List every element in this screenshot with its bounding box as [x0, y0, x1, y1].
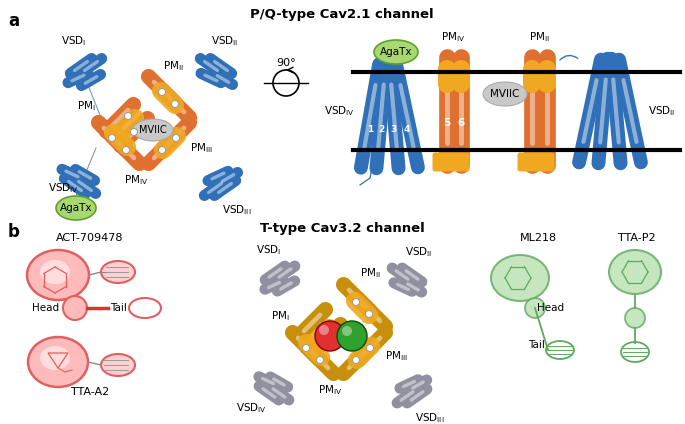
Ellipse shape: [374, 40, 418, 64]
Ellipse shape: [101, 354, 135, 376]
Ellipse shape: [491, 255, 549, 301]
Text: 2: 2: [378, 125, 384, 134]
Ellipse shape: [28, 337, 88, 387]
Text: AgaTx: AgaTx: [379, 47, 412, 57]
Ellipse shape: [609, 250, 661, 294]
FancyBboxPatch shape: [432, 153, 469, 171]
Circle shape: [315, 321, 345, 351]
Text: Tail: Tail: [110, 303, 127, 313]
Text: VSD$_\mathregular{III}$: VSD$_\mathregular{III}$: [415, 411, 445, 424]
Text: T-type Cav3.2 channel: T-type Cav3.2 channel: [260, 222, 425, 235]
Ellipse shape: [40, 260, 70, 284]
Text: PM$_\mathregular{II}$: PM$_\mathregular{II}$: [360, 266, 381, 280]
Text: PM$_\mathregular{IV}$: PM$_\mathregular{IV}$: [124, 173, 148, 187]
Text: VSD$_\mathregular{IV}$: VSD$_\mathregular{IV}$: [236, 401, 267, 415]
Text: PM$_\mathregular{IV}$: PM$_\mathregular{IV}$: [318, 383, 342, 397]
Text: 3: 3: [391, 125, 397, 134]
Text: 1: 1: [367, 125, 373, 134]
Circle shape: [123, 147, 129, 153]
Text: VSD$_\mathregular{II}$: VSD$_\mathregular{II}$: [648, 104, 675, 118]
Circle shape: [525, 298, 545, 318]
Ellipse shape: [129, 298, 161, 318]
Text: b: b: [8, 223, 20, 241]
Circle shape: [173, 134, 179, 142]
Circle shape: [171, 100, 179, 108]
Ellipse shape: [101, 261, 135, 283]
Text: VSD$_\mathregular{III}$: VSD$_\mathregular{III}$: [222, 203, 251, 217]
Text: PM$_\mathregular{III}$: PM$_\mathregular{III}$: [385, 349, 408, 363]
Ellipse shape: [483, 82, 527, 106]
Text: PM$_\mathregular{II}$: PM$_\mathregular{II}$: [163, 59, 184, 73]
Circle shape: [158, 89, 166, 95]
Circle shape: [342, 326, 352, 336]
Text: P/Q-type Cav2.1 channel: P/Q-type Cav2.1 channel: [250, 8, 434, 21]
Circle shape: [625, 308, 645, 328]
Text: VSD$_\mathregular{II}$: VSD$_\mathregular{II}$: [405, 245, 432, 259]
Text: PM$_\mathregular{II}$: PM$_\mathregular{II}$: [529, 30, 549, 44]
Text: Head: Head: [32, 303, 59, 313]
Ellipse shape: [621, 342, 649, 362]
Text: ACT-709478: ACT-709478: [56, 233, 124, 243]
Text: PM$_\mathregular{III}$: PM$_\mathregular{III}$: [190, 141, 213, 155]
Text: VSD$_\mathregular{I}$: VSD$_\mathregular{I}$: [61, 34, 86, 48]
Circle shape: [325, 338, 332, 346]
Text: VSD$_\mathregular{II}$: VSD$_\mathregular{II}$: [211, 34, 238, 48]
Ellipse shape: [546, 341, 574, 359]
Text: a: a: [8, 12, 19, 30]
Ellipse shape: [56, 196, 96, 220]
Circle shape: [316, 357, 323, 363]
Text: VSD$_\mathregular{IV}$: VSD$_\mathregular{IV}$: [48, 181, 79, 195]
Circle shape: [337, 321, 367, 351]
Text: 6: 6: [458, 118, 464, 128]
Circle shape: [319, 323, 325, 329]
Circle shape: [63, 296, 87, 320]
Text: 90°: 90°: [276, 58, 296, 68]
Ellipse shape: [40, 346, 70, 370]
Ellipse shape: [133, 119, 173, 141]
Text: PM$_\mathregular{I}$: PM$_\mathregular{I}$: [77, 99, 96, 113]
FancyBboxPatch shape: [517, 153, 554, 171]
Circle shape: [131, 128, 138, 136]
Text: TTA-A2: TTA-A2: [71, 387, 109, 397]
Text: Head: Head: [537, 303, 564, 313]
Text: 5: 5: [443, 118, 451, 128]
Circle shape: [366, 310, 373, 318]
Circle shape: [303, 344, 310, 351]
Circle shape: [158, 147, 166, 153]
Text: VSD$_\mathregular{IV}$: VSD$_\mathregular{IV}$: [324, 104, 355, 118]
Text: 4: 4: [404, 125, 410, 134]
Text: Tail: Tail: [528, 340, 545, 350]
Text: TTA-P2: TTA-P2: [618, 233, 656, 243]
Circle shape: [319, 325, 329, 335]
Text: PM$_\mathregular{I}$: PM$_\mathregular{I}$: [271, 309, 290, 323]
Circle shape: [366, 344, 373, 351]
Text: VSD$_\mathregular{I}$: VSD$_\mathregular{I}$: [256, 243, 282, 257]
Circle shape: [108, 134, 116, 142]
Circle shape: [125, 112, 132, 120]
Ellipse shape: [27, 250, 89, 300]
Circle shape: [353, 298, 360, 306]
Text: ML218: ML218: [519, 233, 556, 243]
Text: MVIIC: MVIIC: [490, 89, 520, 99]
Text: PM$_\mathregular{IV}$: PM$_\mathregular{IV}$: [441, 30, 465, 44]
Circle shape: [353, 357, 360, 363]
Text: AgaTx: AgaTx: [60, 203, 92, 213]
Text: MVIIC: MVIIC: [139, 125, 167, 135]
